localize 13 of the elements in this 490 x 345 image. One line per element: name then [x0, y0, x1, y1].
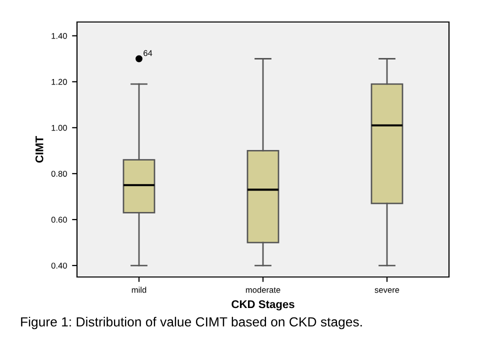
x-tick-label: mild — [132, 286, 146, 293]
x-tick-label: moderate — [246, 286, 280, 293]
y-tick-label: 1.20 — [52, 78, 67, 85]
x-tick-label: severe — [374, 288, 400, 293]
y-tick-label: 0.60 — [51, 216, 67, 223]
y-axis-title: CIMT — [35, 136, 44, 163]
y-tick-label: 0.80 — [51, 170, 67, 177]
y-tick-label: 0.40 — [51, 262, 67, 269]
annotation: 64 — [144, 50, 152, 56]
caption: Figure 1: Distribution of value CIMT based on CKD stages. — [21, 316, 362, 330]
x-axis-title: CKD Stages — [232, 300, 294, 310]
y-tick-label: 1.00 — [52, 124, 67, 131]
y-tick-label: 1.40 — [52, 32, 67, 39]
